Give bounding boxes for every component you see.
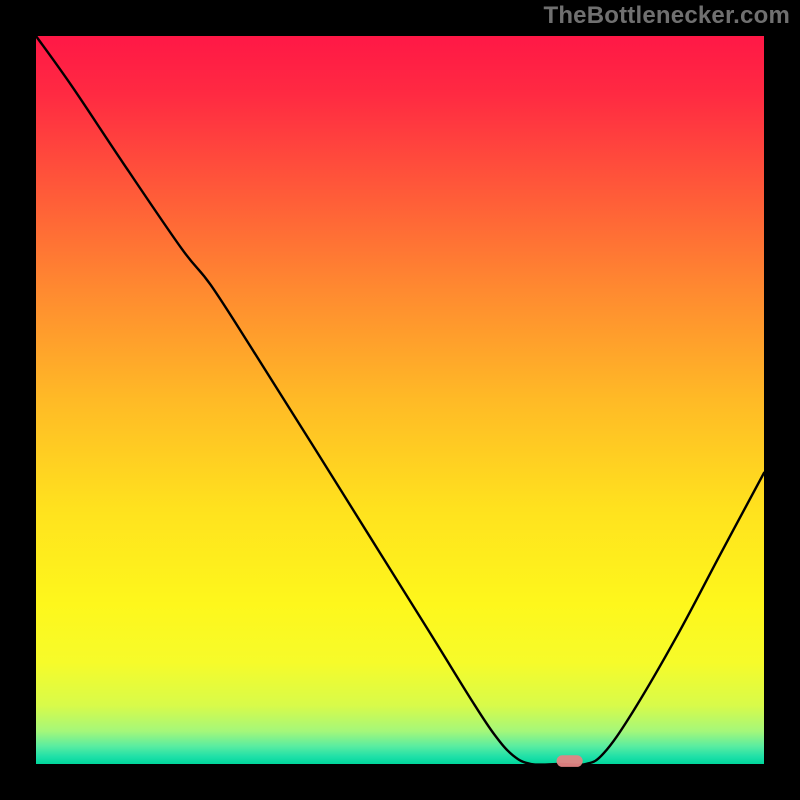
bottleneck-curve-chart xyxy=(0,0,800,800)
chart-frame: TheBottlenecker.com xyxy=(0,0,800,800)
plot-background xyxy=(36,36,764,764)
watermark-text: TheBottlenecker.com xyxy=(543,2,790,30)
optimal-marker xyxy=(557,755,583,767)
